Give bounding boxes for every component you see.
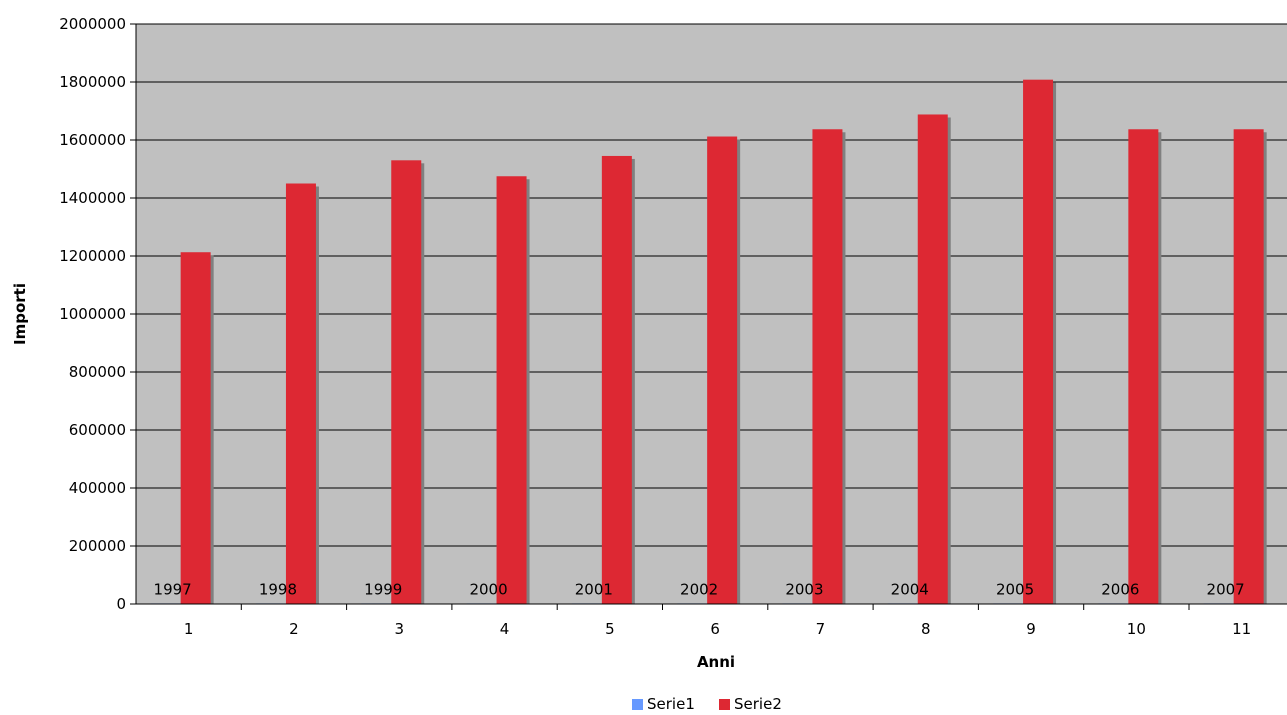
data-label-serie1: 2004 [891,580,929,598]
y-tick-label: 1400000 [59,189,126,207]
x-axis-title: Anni [697,653,735,671]
data-label-serie1: 2003 [785,580,823,598]
legend-swatch-serie1 [632,699,643,710]
y-tick-label: 400000 [69,479,126,497]
legend-label-serie1: Serie1 [647,695,695,713]
data-label-serie1: 2007 [1207,580,1245,598]
bar-serie2 [1023,79,1054,605]
x-tick-label: 5 [605,620,615,638]
y-tick-label: 1000000 [59,305,126,323]
x-tick-label: 8 [921,620,931,638]
bar-serie2 [285,183,316,604]
x-tick-label: 11 [1232,620,1251,638]
axes [130,23,1287,610]
legend-swatch-serie2 [719,699,730,710]
x-tick-labels: 1 2 3 4 5 6 7 8 9 10 11 [184,620,1251,638]
data-label-serie1: 2006 [1101,580,1139,598]
y-tick-label: 1600000 [59,131,126,149]
legend: Serie1 Serie2 [632,695,782,713]
bar-serie2 [391,160,422,605]
bar-serie2 [917,114,948,604]
data-labels: 1997 1998 1999 2000 2001 2002 2003 2004 2005 2006… [154,580,1245,598]
bar-serie2 [180,252,211,605]
y-tick-label: 0 [116,595,126,613]
x-tick-label: 4 [500,620,510,638]
x-tick-label: 9 [1026,620,1036,638]
bars [150,79,1267,605]
data-label-serie1: 2001 [575,580,613,598]
y-tick-label: 1800000 [59,73,126,91]
data-label-serie1: 1998 [259,580,297,598]
data-label-serie1: 2005 [996,580,1034,598]
y-tick-label: 600000 [69,421,126,439]
legend-label-serie2: Serie2 [734,695,782,713]
y-tick-label: 1200000 [59,247,126,265]
bar-serie2 [1128,129,1159,604]
y-axis-title: Importi [11,283,29,345]
x-tick-label: 1 [184,620,194,638]
bar-serie2 [1233,129,1264,604]
bar-serie2 [496,176,527,604]
data-label-serie1: 1999 [364,580,402,598]
bar-serie2 [707,136,738,604]
x-tick-label: 3 [394,620,404,638]
y-tick-label: 200000 [69,537,126,555]
x-tick-label: 10 [1127,620,1146,638]
data-label-serie1: 2002 [680,580,718,598]
y-tick-labels: 0 200000 400000 600000 800000 1000000 1200000 1… [59,15,126,613]
x-tick-label: 6 [710,620,720,638]
data-label-serie1: 1997 [154,580,192,598]
y-tick-label: 2000000 [59,15,126,33]
data-label-serie1: 2000 [469,580,507,598]
y-tick-label: 800000 [69,363,126,381]
bar-serie2 [812,129,843,604]
x-tick-label: 2 [289,620,299,638]
bar-serie2 [601,155,632,604]
x-tick-label: 7 [816,620,826,638]
